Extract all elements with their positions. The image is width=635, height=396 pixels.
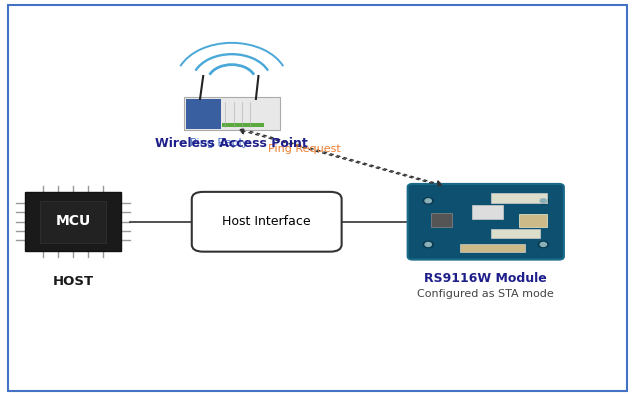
Circle shape <box>423 198 433 204</box>
FancyBboxPatch shape <box>184 97 280 130</box>
Circle shape <box>540 199 547 203</box>
FancyBboxPatch shape <box>519 214 547 227</box>
FancyBboxPatch shape <box>472 205 503 219</box>
FancyBboxPatch shape <box>491 229 540 238</box>
FancyBboxPatch shape <box>8 5 627 391</box>
Text: Configured as STA mode: Configured as STA mode <box>417 289 554 299</box>
FancyBboxPatch shape <box>222 123 264 127</box>
FancyBboxPatch shape <box>25 192 121 251</box>
Text: RS9116W Module: RS9116W Module <box>424 272 547 285</box>
Circle shape <box>425 242 431 246</box>
Circle shape <box>540 242 547 246</box>
Text: Host Interface: Host Interface <box>222 215 311 228</box>
FancyBboxPatch shape <box>192 192 342 252</box>
Circle shape <box>538 198 549 204</box>
FancyBboxPatch shape <box>491 193 547 203</box>
Text: Ping Reply: Ping Reply <box>190 137 248 148</box>
Circle shape <box>425 199 431 203</box>
Text: Wireless Access Point: Wireless Access Point <box>156 137 308 150</box>
Text: MCU: MCU <box>55 213 91 228</box>
Text: HOST: HOST <box>53 275 93 288</box>
Circle shape <box>423 241 433 248</box>
FancyBboxPatch shape <box>460 244 525 252</box>
FancyBboxPatch shape <box>408 184 564 260</box>
Text: Ping Request: Ping Request <box>269 143 341 154</box>
FancyBboxPatch shape <box>431 213 452 227</box>
FancyBboxPatch shape <box>186 99 221 129</box>
FancyBboxPatch shape <box>40 201 106 242</box>
Circle shape <box>538 241 549 248</box>
